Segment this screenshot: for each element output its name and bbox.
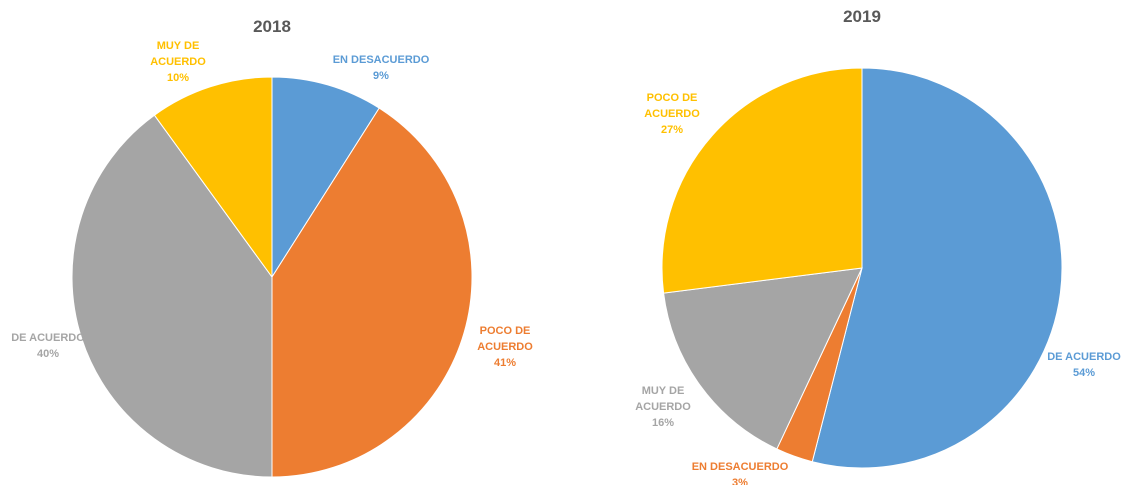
data-label-2019-2: MUY DE ACUERDO 16%	[635, 385, 691, 429]
data-label-2019-3: POCO DE ACUERDO 27%	[644, 92, 700, 136]
chart-title-2019: 2019	[843, 7, 881, 26]
chart-title-2018: 2018	[253, 17, 291, 36]
pie-chart-2018: 2018 EN DESACUERDO 9% POCO DE ACUERDO 41% DE …	[11, 17, 533, 478]
pie-slice-2018-muy-de-acuerdo	[153, 76, 273, 279]
data-label-2019-1: EN DESACUERDO 3%	[692, 461, 789, 485]
pie-slice-2019-de-acuerdo	[811, 67, 1063, 469]
data-label-2018-3: MUY DE ACUERDO 10%	[150, 40, 206, 84]
data-label-2018-2: DE ACUERDO 40%	[11, 332, 85, 360]
pie-chart-2019: 2019 DE ACUERDO 54% EN DESACUERDO 3% MUY DE A…	[635, 7, 1121, 485]
pie-slice-2019-poco-de-acuerdo	[661, 67, 863, 294]
pie-slice-2019-muy-de-acuerdo	[663, 267, 863, 450]
pie-slice-2018-poco-de-acuerdo	[271, 107, 473, 478]
pie-slice-2018-en-desacuerdo	[271, 76, 380, 279]
pie-slice-2018-de-acuerdo	[71, 114, 273, 478]
data-label-2019-0: DE ACUERDO 54%	[1047, 351, 1121, 379]
data-label-2018-1: POCO DE ACUERDO 41%	[477, 325, 533, 369]
data-label-2018-0: EN DESACUERDO 9%	[333, 54, 430, 82]
